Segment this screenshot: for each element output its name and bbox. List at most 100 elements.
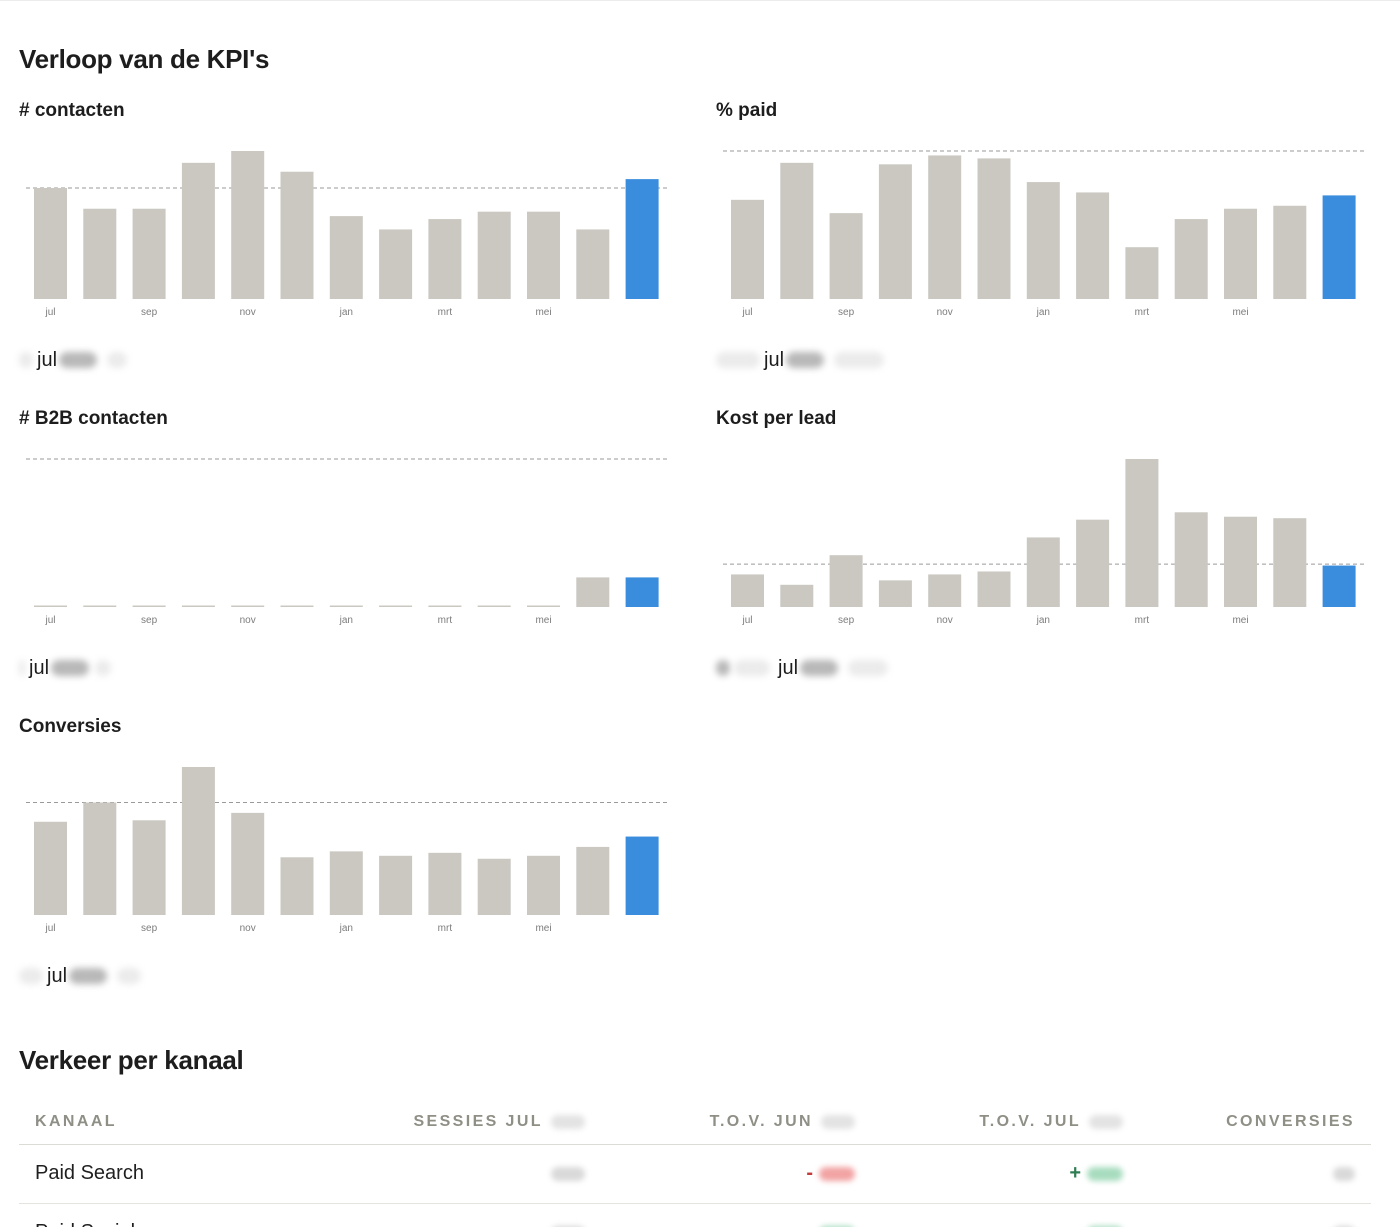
chart-bar-sep[interactable]	[132, 605, 166, 608]
x-tick-label: jan	[339, 615, 353, 626]
chart-bar-jul-current[interactable]	[1322, 565, 1356, 607]
chart-bar-dec[interactable]	[977, 571, 1011, 607]
chart-bar-okt[interactable]	[181, 162, 215, 299]
chart-bar-mei[interactable]	[527, 605, 560, 608]
chart-bar-jul[interactable]	[34, 188, 67, 299]
chart-bar-mrt[interactable]	[428, 219, 462, 299]
chart-bar-jul[interactable]	[731, 574, 764, 607]
redacted-value	[1087, 1225, 1123, 1227]
chart-bar-jul[interactable]	[34, 821, 67, 915]
chart-bar-apr[interactable]	[477, 605, 511, 608]
chart-bar-dec[interactable]	[977, 158, 1011, 299]
chart-bar-jun[interactable]	[576, 229, 610, 299]
chart-bar-jun[interactable]	[1273, 205, 1307, 299]
chart-bar-nov[interactable]	[231, 151, 265, 299]
chart-bar-jul-current[interactable]	[1322, 195, 1356, 299]
chart-bar-mrt[interactable]	[1125, 247, 1159, 299]
chart-bar-mei[interactable]	[527, 211, 560, 299]
summary-conversies: jul	[19, 961, 142, 991]
chart-bar-jun[interactable]	[1273, 518, 1307, 607]
chart-bar-feb[interactable]	[379, 605, 413, 608]
x-tick-label: jan	[339, 307, 353, 318]
chart-bar-dec[interactable]	[280, 171, 314, 299]
chart-bar-mrt[interactable]	[428, 852, 462, 915]
redacted-value	[716, 660, 730, 676]
x-tick-label: jul	[44, 923, 55, 934]
chart-bar-mrt[interactable]	[428, 605, 462, 608]
chart-bar-nov[interactable]	[928, 155, 962, 299]
chart-bar-okt[interactable]	[878, 580, 912, 607]
redacted-value	[800, 660, 839, 676]
summary-kost-per-lead: jul	[716, 653, 889, 683]
redacted-value	[51, 660, 90, 676]
column-header-sessies[interactable]: SESSIES JUL	[319, 1100, 601, 1145]
x-tick-label: nov	[937, 615, 953, 626]
chart-bar-nov[interactable]	[231, 605, 265, 608]
chart-title-conversies: Conversies	[19, 716, 122, 737]
redacted-value	[1333, 1166, 1355, 1181]
chart-bar-jul[interactable]	[731, 199, 764, 299]
chart-bar-aug[interactable]	[83, 208, 117, 299]
chart-bar-feb[interactable]	[1076, 519, 1110, 607]
summary-b2b-contacten: jul	[19, 653, 112, 683]
chart-bar-jan[interactable]	[329, 216, 363, 299]
table-row[interactable]: Paid Search - +	[19, 1144, 1371, 1204]
redacted-value	[786, 352, 825, 368]
chart-bar-jan[interactable]	[1026, 537, 1060, 607]
chart-bar-apr[interactable]	[477, 211, 511, 299]
chart-bar-feb[interactable]	[1076, 192, 1110, 299]
redacted-value	[1333, 1225, 1355, 1227]
chart-bar-okt[interactable]	[181, 605, 215, 608]
chart-bar-nov[interactable]	[928, 574, 962, 607]
chart-title-paid: % paid	[716, 100, 778, 121]
column-header-tov-jul[interactable]: T.O.V. JUL	[871, 1100, 1139, 1145]
chart-bar-jul[interactable]	[34, 605, 67, 608]
chart-bar-dec[interactable]	[280, 605, 314, 608]
chart-bar-jun[interactable]	[576, 577, 610, 607]
bar-chart-b2b-contacten: jul sep nov jan mrt mei	[26, 458, 669, 626]
chart-bar-mei[interactable]	[1224, 516, 1257, 607]
chart-bar-jan[interactable]	[329, 605, 363, 608]
chart-bar-aug[interactable]	[780, 584, 814, 607]
chart-bar-okt[interactable]	[878, 164, 912, 299]
x-tick-label: mei	[535, 615, 551, 626]
chart-bar-mei[interactable]	[527, 855, 560, 915]
table-row[interactable]: Paid Social	[19, 1203, 1371, 1227]
chart-bar-apr[interactable]	[477, 858, 511, 915]
cell-tov-jul	[871, 1203, 1139, 1227]
chart-bar-apr[interactable]	[1174, 219, 1208, 299]
chart-bar-apr[interactable]	[1174, 512, 1208, 607]
chart-bar-jul-current[interactable]	[625, 179, 659, 299]
chart-bar-feb[interactable]	[379, 855, 413, 915]
chart-bar-jul-current[interactable]	[625, 577, 659, 607]
chart-bar-aug[interactable]	[780, 162, 814, 299]
chart-bar-jan[interactable]	[329, 851, 363, 915]
chart-bar-mrt[interactable]	[1125, 459, 1159, 607]
chart-bar-aug[interactable]	[83, 605, 117, 608]
column-header-kanaal[interactable]: KANAAL	[19, 1100, 319, 1145]
chart-bar-jul-current[interactable]	[625, 836, 659, 915]
x-tick-label: nov	[240, 923, 256, 934]
redacted-value	[716, 352, 760, 368]
summary-paid: jul	[716, 345, 885, 375]
summary-month: jul	[778, 656, 799, 679]
chart-bar-sep[interactable]	[829, 213, 863, 299]
chart-bar-jan[interactable]	[1026, 182, 1060, 299]
chart-bar-mei[interactable]	[1224, 208, 1257, 299]
chart-bar-sep[interactable]	[829, 555, 863, 607]
bar-chart-paid: jul sep nov jan mrt mei	[723, 150, 1366, 318]
column-header-conversies[interactable]: CONVERSIES	[1139, 1100, 1371, 1145]
x-tick-label: jul	[741, 307, 752, 318]
redacted-value	[95, 660, 112, 676]
chart-bar-okt[interactable]	[181, 767, 215, 915]
cell-conversies	[1139, 1144, 1371, 1204]
chart-bar-sep[interactable]	[132, 820, 166, 915]
chart-bar-aug[interactable]	[83, 802, 117, 915]
chart-bar-jun[interactable]	[576, 846, 610, 915]
column-header-tov-jun[interactable]: T.O.V. JUN	[601, 1100, 871, 1145]
x-tick-label: mei	[1232, 615, 1248, 626]
chart-bar-dec[interactable]	[280, 857, 314, 915]
chart-bar-sep[interactable]	[132, 208, 166, 299]
chart-bar-feb[interactable]	[379, 229, 413, 299]
chart-bar-nov[interactable]	[231, 812, 265, 915]
